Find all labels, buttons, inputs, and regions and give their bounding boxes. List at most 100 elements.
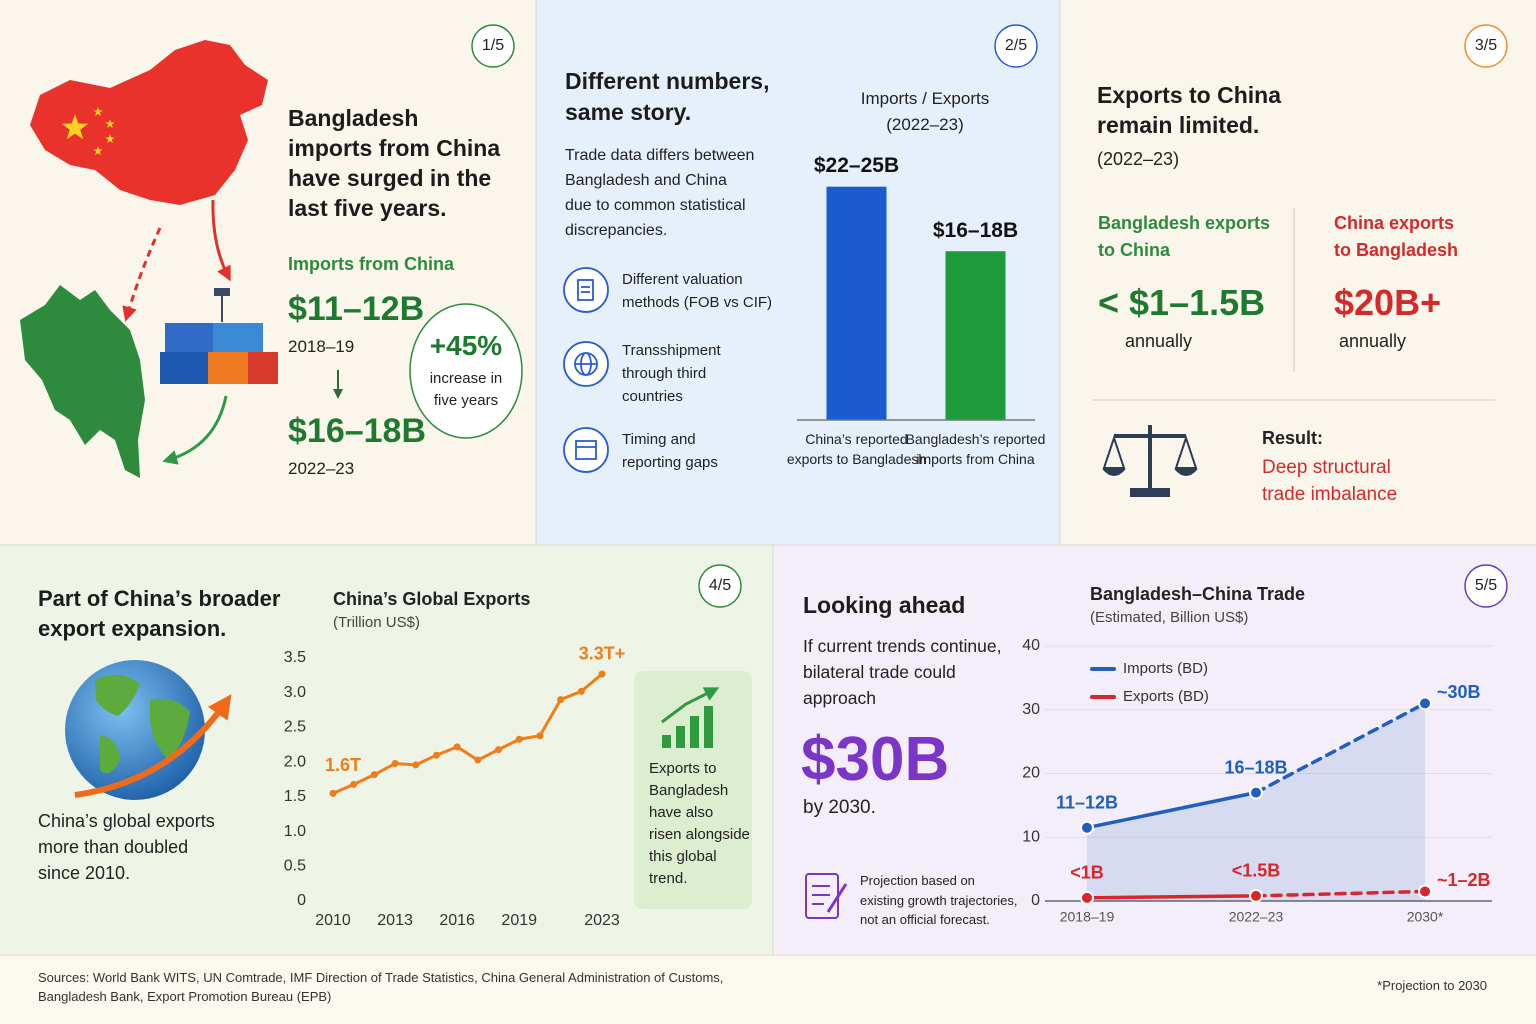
point <box>391 760 399 768</box>
period: (2022–23) <box>1097 149 1180 169</box>
badge: 3/5 <box>1474 37 1498 54</box>
panel3-lines <box>1092 208 1495 401</box>
period: 2018–19 <box>288 337 355 356</box>
point <box>536 732 544 740</box>
point <box>432 751 440 759</box>
badge: 5/5 <box>1474 577 1498 594</box>
y-tick-label: 2.0 <box>284 753 306 770</box>
panel-text: Trade data differs between Bangladesh an… <box>565 147 755 239</box>
panel-text: If current trends continue, bilateral tr… <box>803 636 1002 708</box>
y-tick-label: 40 <box>1022 637 1040 654</box>
note: Projection based on existing growth traj… <box>860 873 1018 927</box>
bar <box>826 186 887 420</box>
value: $11–12B <box>288 290 425 328</box>
y-tick-label: 1.5 <box>284 788 306 805</box>
value: $16–18B <box>288 412 427 450</box>
value-label: ~30B <box>1437 682 1481 702</box>
x-tick-label: 2030* <box>1407 909 1444 925</box>
panel-title: Exports to China remain limited. <box>1097 82 1282 138</box>
point <box>1418 884 1432 899</box>
globe-icon <box>65 660 232 800</box>
map-icons <box>20 40 523 478</box>
reason: Timing and reporting gaps <box>622 431 718 471</box>
annotation: 3.3T+ <box>579 644 626 664</box>
x-tick-label: 2019 <box>501 912 537 929</box>
point <box>598 670 606 678</box>
point <box>495 746 503 754</box>
chart-subtitle: (Trillion US$) <box>333 614 420 631</box>
y-tick-label: 1.0 <box>284 823 306 840</box>
point <box>329 789 337 797</box>
point <box>370 771 378 779</box>
point <box>1249 785 1263 800</box>
panel-title: Bangladesh imports from China have surge… <box>288 105 501 221</box>
value-label: $16–18B <box>933 219 1018 242</box>
x-tick-label: China’s reported exports to Bangladesh <box>786 431 927 467</box>
line <box>1085 790 1258 830</box>
footnote: *Projection to 2030 <box>1377 978 1487 993</box>
chart-subtitle: (2022–23) <box>886 115 964 134</box>
point <box>1080 820 1094 835</box>
area <box>1087 703 1425 901</box>
value: < $1–1.5B <box>1098 282 1266 323</box>
period: 2022–23 <box>288 459 355 478</box>
sources: Sources: World Bank WITS, UN Comtrade, I… <box>38 970 724 1004</box>
result: Deep structural trade imbalance <box>1262 457 1398 505</box>
panel-text: China’s global exports more than doubled… <box>38 811 215 883</box>
chart-plot: $22–25B $16–18B <box>797 154 1035 421</box>
y-tick-label: 20 <box>1022 765 1040 782</box>
value-label: <1B <box>1070 863 1104 883</box>
legend-label: Imports (BD) <box>1123 660 1208 677</box>
panel-title: Part of China’s broader export expansion… <box>38 586 281 641</box>
result-label: Result: <box>1262 428 1324 448</box>
chart: 0 10 20 30 40 2018–19 2022–23 2030* 11–12B 16–18B… <box>1010 575 1530 940</box>
y-tick-label: 0 <box>1031 892 1040 909</box>
label: Bangladesh exports to China <box>1098 213 1271 260</box>
x-tick-label: 2023 <box>584 912 620 929</box>
panel-bg <box>1060 0 1536 545</box>
y-tick-label: 2.5 <box>284 719 306 736</box>
change-text: increase in five years <box>429 370 503 409</box>
y-tick-label: 0.5 <box>284 858 306 875</box>
change: +45% <box>429 330 503 361</box>
y-tick-label: 3.5 <box>284 649 306 666</box>
point <box>1249 888 1263 903</box>
badge: 4/5 <box>708 577 732 594</box>
reason: Different valuation methods (FOB vs CIF) <box>622 271 773 311</box>
point <box>350 780 358 788</box>
chart-title: China’s Global Exports <box>333 589 531 609</box>
badges <box>471 24 1508 608</box>
label: China exports to Bangladesh <box>1334 213 1459 260</box>
badge: 1/5 <box>481 37 505 54</box>
scale-icon <box>1102 425 1198 497</box>
chart-title: Bangladesh–China Trade <box>1090 584 1306 604</box>
y-tick-label: 30 <box>1022 701 1040 718</box>
point <box>412 761 420 769</box>
chart-plot: 0 0.5 1.0 1.5 2.0 2.5 3.0 3.5 2010 2013 2016 2019 20… <box>284 644 626 930</box>
note-icon <box>805 873 848 919</box>
y-tick-label: 0 <box>297 892 306 909</box>
value-label: <1.5B <box>1232 861 1281 881</box>
x-tick-label: 2013 <box>377 912 413 929</box>
line <box>1254 701 1427 795</box>
x-tick-label: 2018–19 <box>1060 909 1115 925</box>
dividers <box>0 0 1536 956</box>
value-label: $22–25B <box>814 154 899 177</box>
x-tick-label: Bangladesh’s reported imports from China <box>905 431 1046 467</box>
value-label: ~1–2B <box>1437 870 1491 890</box>
value-label: 16–18B <box>1224 757 1287 777</box>
x-tick-label: 2016 <box>439 912 475 929</box>
highlight-note: by 2030. <box>803 797 876 818</box>
chart-title: Imports / Exports <box>860 89 990 108</box>
point <box>577 687 585 695</box>
value: $20B+ <box>1334 282 1442 323</box>
reason-icons <box>563 267 609 473</box>
point <box>453 743 461 751</box>
point <box>515 735 523 743</box>
chart-subtitle: (Estimated, Billion US$) <box>1090 609 1249 626</box>
callout-text: Exports to Bangladesh have also risen al… <box>649 760 750 887</box>
subtitle: Imports from China <box>288 254 455 274</box>
value-label: 11–12B <box>1056 792 1118 812</box>
chart-plot: 0 10 20 30 40 2018–19 2022–23 2030* 11–12B 16–18B… <box>1022 637 1492 925</box>
